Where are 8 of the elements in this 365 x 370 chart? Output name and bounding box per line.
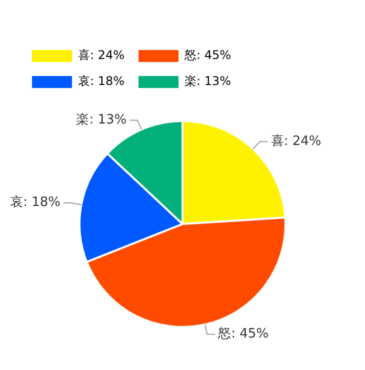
legend-label: 怒: 45% [184, 48, 232, 62]
legend-label: 楽: 13% [184, 74, 232, 88]
legend-label: 哀: 18% [78, 74, 125, 88]
slice-label: 楽: 13% [76, 112, 127, 128]
legend-label: 喜: 24% [78, 48, 125, 62]
slice-label: 怒: 45% [217, 326, 269, 342]
slice-label: 哀: 18% [10, 195, 60, 210]
slice-label: 喜: 24% [270, 134, 322, 149]
